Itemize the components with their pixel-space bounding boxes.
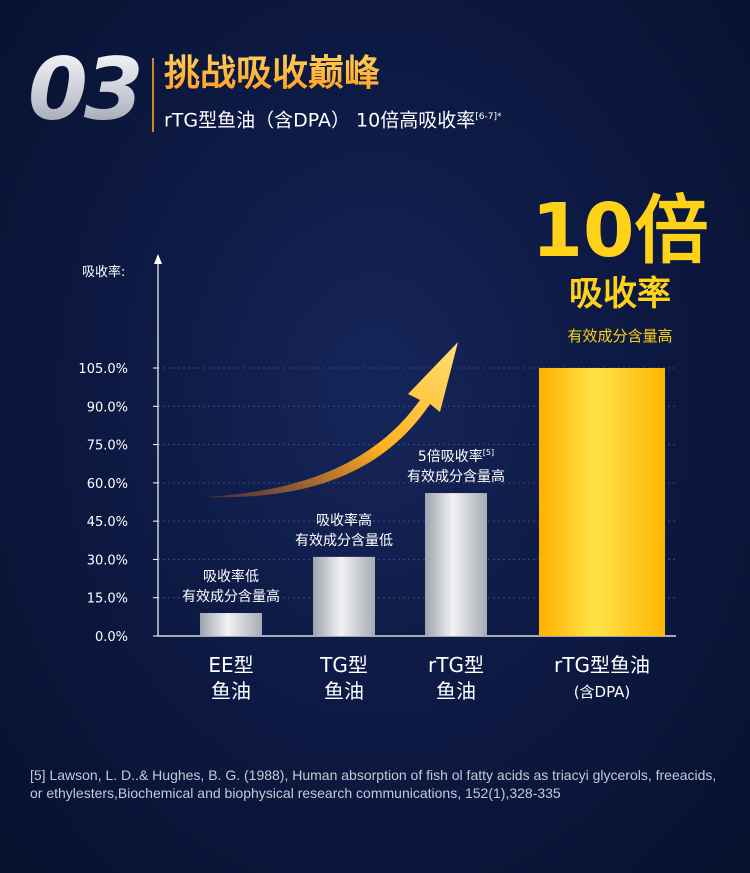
y-tick-label: 90.0% (87, 400, 128, 415)
category-label: rTG型 (428, 653, 484, 677)
highlight-absorption: 吸收率 (569, 274, 671, 314)
header-divider (152, 58, 154, 132)
y-tick-label: 45.0% (87, 515, 128, 530)
trend-arrow (205, 342, 458, 498)
section-number: 03 (28, 40, 144, 140)
category-sublabel: 鱼油 (324, 679, 364, 703)
bar-note-citation: [5] (483, 448, 494, 457)
y-tick-label: 0.0% (95, 630, 128, 645)
category-label: EE型 (208, 653, 253, 677)
category-label: rTG型鱼油 (554, 653, 650, 677)
y-tick-label: 60.0% (87, 477, 128, 492)
header: 03 挑战吸收巅峰 rTG型鱼油（含DPA） 10倍高吸收率[6-7]* (28, 40, 728, 150)
page-subtitle: rTG型鱼油（含DPA） 10倍高吸收率[6-7]* (164, 104, 501, 133)
bar-note-1: 5倍吸收率[5] (418, 448, 494, 465)
y-tick-label: 30.0% (87, 553, 128, 568)
category-sublabel: 鱼油 (436, 679, 476, 703)
bar-note-2: 有效成分含量高 (182, 588, 280, 605)
bar (200, 613, 262, 636)
bar (539, 368, 665, 636)
bar-note-1: 吸收率低 (203, 568, 259, 585)
page-title: 挑战吸收巅峰 (164, 53, 381, 94)
bar (425, 493, 487, 636)
bar-note-2: 有效成分含量高 (407, 468, 505, 485)
y-tick-label: 15.0% (87, 592, 128, 607)
category-sublabel: (含DPA) (574, 683, 631, 701)
y-tick-label: 105.0% (78, 362, 128, 377)
y-axis-arrow (154, 254, 162, 264)
category-label: TG型 (319, 653, 368, 677)
bar (313, 556, 375, 636)
reference-note: [5] Lawson, L. D..& Hughes, B. G. (1988)… (30, 767, 717, 801)
y-tick-label: 75.0% (87, 439, 128, 454)
subtitle-citation: [6-7]* (475, 112, 502, 122)
bar-note-1: 吸收率高 (316, 512, 372, 529)
highlight-ten-times: 10倍 (531, 188, 709, 274)
highlight-content: 有效成分含量高 (567, 327, 673, 345)
bar-note-2: 有效成分含量低 (295, 533, 393, 549)
y-axis-label: 吸收率: (82, 264, 125, 280)
subtitle-text: rTG型鱼油（含DPA） 10倍高吸收率 (164, 109, 476, 132)
absorption-chart: 吸收率: 0.0% 15.0% 30.0% 45.0% 60.0% 75.0% 90.0% 10… (78, 254, 676, 703)
category-sublabel: 鱼油 (211, 679, 251, 703)
